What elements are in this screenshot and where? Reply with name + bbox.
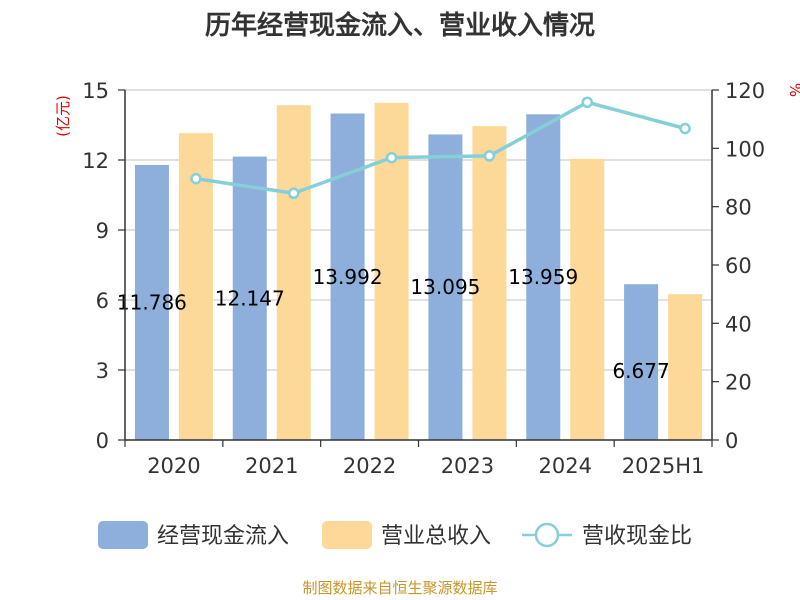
- bar-revenue: [472, 126, 507, 441]
- bar-cashflow: [526, 114, 561, 440]
- x-axis-category-label: 2020: [147, 454, 200, 478]
- bar-revenue: [276, 105, 311, 441]
- left-axis-tick-label: 3: [96, 359, 109, 383]
- cashflow-data-label: 13.095: [410, 275, 480, 299]
- x-axis-category-label: 2021: [245, 454, 298, 478]
- bar-cashflow: [134, 164, 169, 440]
- x-axis-category-label: 2025H1: [622, 454, 705, 478]
- right-axis-tick-label: 80: [725, 196, 752, 220]
- cashflow-data-label: 13.959: [508, 265, 578, 289]
- left-axis-tick-label: 6: [96, 289, 109, 313]
- ratio-point: [385, 151, 398, 164]
- right-axis-tick-label: 60: [725, 254, 752, 278]
- right-axis-tick-label: 120: [725, 79, 765, 103]
- bar-cashflow: [232, 156, 267, 440]
- right-axis-tick-label: 100: [725, 137, 765, 161]
- legend-label-ratio: 营收现金比: [582, 524, 692, 549]
- ratio-point: [581, 96, 593, 108]
- source-note: 制图数据来自恒生聚源数据库: [302, 579, 497, 597]
- left-axis-unit: (亿元): [54, 95, 72, 137]
- ratio-series-line: [195, 100, 686, 195]
- legend: 经营现金流入 营业总收入 营收现金比: [98, 521, 692, 549]
- legend-label-cashflow: 经营现金流入: [157, 524, 289, 549]
- right-axis-tick-label: 40: [725, 312, 752, 336]
- cashflow-data-label: 11.786: [117, 290, 187, 314]
- left-axis-tick-label: 9: [96, 219, 109, 243]
- right-axis-tick-label: 0: [725, 429, 738, 453]
- right-axis-tick-label: 20: [725, 371, 752, 395]
- bars: [134, 102, 703, 441]
- grid-lines: [125, 89, 712, 441]
- ratio-point: [190, 172, 202, 185]
- legend-marker-ratio: [534, 522, 560, 548]
- axes: 0 3 6 9 12 15 0 20 40 60 80 100 120 2020 2021 2022 2023 2…: [82, 79, 765, 478]
- bar-cashflow: [428, 134, 463, 440]
- x-axis-category-label: 2024: [539, 454, 592, 478]
- legend-swatch-cashflow: [98, 521, 148, 549]
- left-axis-tick-label: 0: [96, 429, 109, 453]
- bar-revenue: [570, 158, 605, 441]
- ratio-line: [190, 96, 691, 199]
- legend-label-revenue: 营业总收入: [381, 524, 491, 549]
- chart-title: 历年经营现金流入、营业收入情况: [205, 10, 595, 41]
- left-axis-tick-label: 15: [82, 79, 109, 103]
- x-axis-category-label: 2023: [441, 454, 494, 478]
- right-axis-unit: %: [786, 83, 800, 97]
- cashflow-data-label: 6.677: [612, 359, 669, 383]
- bar-cashflow: [624, 284, 659, 440]
- left-axis-tick-label: 12: [82, 149, 109, 173]
- ratio-point: [483, 150, 496, 162]
- cashflow-data-label: 12.147: [215, 286, 285, 310]
- ratio-point: [288, 187, 300, 199]
- bar-revenue: [668, 294, 703, 440]
- x-axis-category-label: 2022: [343, 454, 396, 478]
- cashflow-data-label: 13.992: [313, 265, 383, 289]
- ratio-point: [679, 122, 691, 135]
- legend-swatch-revenue: [322, 521, 372, 549]
- data-labels: 11.786 12.147 13.992 13.095 13.959 6.677: [117, 265, 670, 383]
